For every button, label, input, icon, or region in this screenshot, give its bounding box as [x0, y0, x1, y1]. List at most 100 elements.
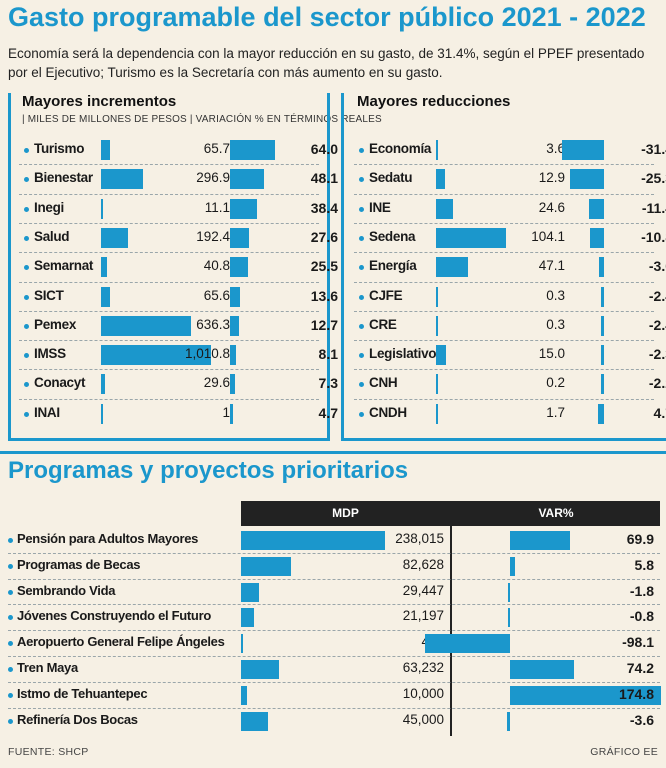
- amount-bar: [436, 198, 453, 219]
- programs-title: Programas y proyectos prioritarios: [8, 457, 409, 484]
- category-label: INE: [369, 199, 391, 215]
- page-subtitle: Economía será la dependencia con la mayo…: [8, 46, 645, 80]
- category-label: Sedatu: [369, 170, 413, 186]
- row-bullet: [359, 148, 364, 153]
- amount-bar: [101, 345, 211, 366]
- category-label: Bienestar: [34, 170, 93, 186]
- row-bullet: [8, 692, 13, 698]
- amount-label: 47.1: [538, 258, 565, 274]
- variation-label: 38.4: [310, 199, 338, 216]
- amount-bar: [436, 227, 506, 248]
- row-bullet: [8, 589, 13, 595]
- variation-bar: [230, 403, 234, 424]
- variation-label: -2.4: [648, 316, 666, 333]
- program-label: Refinería Dos Bocas: [17, 711, 138, 727]
- var-column-header: VAR%: [452, 501, 660, 526]
- row-bullet: [359, 411, 364, 417]
- variation-bar: [597, 403, 604, 424]
- program-label: Programas de Becas: [17, 556, 141, 572]
- row-separator: [354, 310, 654, 312]
- units-legend: | MILES DE MILLONES DE PESOS | VARIACIÓN…: [22, 114, 382, 125]
- amount-label: 1,010.8: [184, 346, 230, 362]
- row-separator: [8, 656, 660, 657]
- amount-bar: [436, 345, 447, 366]
- row-separator: [8, 604, 660, 606]
- mdp-label: 21,197: [402, 608, 444, 624]
- category-label: Conacyt: [34, 375, 86, 391]
- mdp-column-header: MDP: [241, 501, 450, 526]
- amount-bar: [436, 286, 438, 307]
- row-separator: [8, 552, 660, 554]
- row-separator: [354, 340, 654, 342]
- var-bar: [510, 531, 571, 550]
- amount-bar: [101, 374, 106, 395]
- variation-label: 25.5: [310, 258, 338, 275]
- variation-label: -31.4: [641, 141, 666, 157]
- variation-bar: [230, 257, 248, 278]
- row-bullet: [359, 382, 364, 388]
- row-separator: [19, 340, 319, 342]
- row-separator: [19, 310, 319, 312]
- category-label: Inegi: [34, 199, 65, 215]
- amount-label: 3.6: [546, 141, 565, 156]
- programs-column-divider: [450, 501, 452, 736]
- row-separator: [19, 281, 319, 283]
- mdp-bar: [241, 608, 254, 628]
- var-bar: [510, 556, 515, 576]
- var-label: -98.1: [622, 634, 654, 651]
- amount-bar: [436, 169, 445, 190]
- increments-frame-bottom: [8, 438, 327, 441]
- var-label: 174.8: [618, 685, 654, 702]
- variation-bar: [230, 227, 250, 248]
- category-label: Legislativo: [369, 346, 437, 362]
- amount-label: 15.0: [538, 346, 565, 362]
- row-bullet: [359, 235, 364, 241]
- amount-label: 24.6: [538, 199, 565, 215]
- category-label: Semarnat: [34, 258, 94, 274]
- amount-label: 12.9: [538, 170, 565, 186]
- variation-label: -3.6: [648, 258, 666, 275]
- row-bullet: [359, 265, 364, 271]
- row-separator: [354, 369, 654, 371]
- amount-bar: [101, 227, 129, 248]
- program-label: Istmo de Tehuantepec: [17, 685, 148, 701]
- program-label: Aeropuerto General Felipe Ángeles: [17, 634, 225, 650]
- var-bar: [510, 685, 661, 705]
- mdp-label: 29,447: [402, 582, 444, 598]
- increments-frame-right: [327, 93, 330, 441]
- variation-bar: [230, 169, 264, 190]
- row-separator: [8, 681, 660, 683]
- row-bullet: [8, 718, 13, 724]
- row-separator: [19, 164, 319, 166]
- row-separator: [19, 252, 319, 254]
- var-bar: [425, 634, 510, 654]
- amount-bar: [101, 286, 111, 307]
- variation-bar: [570, 169, 604, 190]
- variation-label: 4.7: [318, 404, 338, 421]
- variation-bar: [588, 198, 604, 219]
- amount-bar: [436, 315, 438, 336]
- amount-bar: [436, 257, 468, 278]
- amount-label: 0.3: [546, 316, 565, 332]
- mdp-bar: [241, 634, 243, 654]
- amount-label: 11.1: [204, 199, 230, 215]
- graphic-credit: GRÁFICO EE: [590, 746, 658, 758]
- amount-label: 192.4: [196, 228, 230, 244]
- mdp-bar: [241, 556, 291, 576]
- row-bullet: [24, 206, 29, 212]
- mdp-label: 82,628: [402, 556, 444, 572]
- row-separator: [354, 193, 654, 195]
- row-bullet: [8, 641, 13, 647]
- variation-bar: [589, 227, 604, 248]
- var-label: 5.8: [634, 556, 654, 573]
- mdp-bar: [241, 711, 269, 731]
- category-label: Economía: [369, 141, 432, 156]
- row-bullet: [24, 235, 29, 241]
- category-label: Pemex: [34, 316, 77, 332]
- variation-label: -11.4: [641, 199, 666, 216]
- amount-bar: [101, 140, 111, 160]
- variation-label: -2.3: [648, 346, 666, 363]
- amount-label: 29.6: [203, 375, 230, 391]
- mdp-label: 45,000: [402, 711, 444, 727]
- variation-bar: [230, 345, 236, 366]
